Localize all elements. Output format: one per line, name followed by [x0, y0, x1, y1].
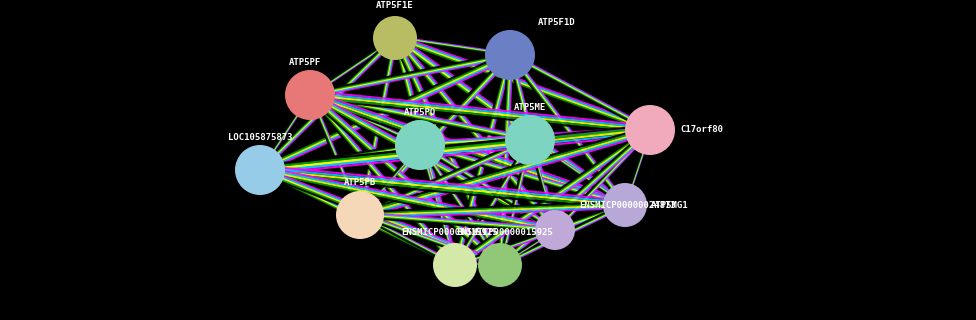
Text: C17orf80: C17orf80: [680, 125, 723, 134]
Circle shape: [485, 30, 535, 80]
Circle shape: [285, 70, 335, 120]
Text: ATP5PB: ATP5PB: [344, 178, 376, 187]
Text: ATP5MG1: ATP5MG1: [651, 201, 689, 210]
Text: LOC105875873: LOC105875873: [227, 133, 292, 142]
Circle shape: [505, 115, 555, 165]
Text: ATP5F1D: ATP5F1D: [538, 18, 576, 27]
Circle shape: [535, 210, 575, 250]
Circle shape: [373, 16, 417, 60]
Text: ATP5F1E: ATP5F1E: [376, 1, 414, 10]
Text: ENSMICP00000015925: ENSMICP00000015925: [402, 228, 499, 237]
Text: ATP5ME: ATP5ME: [514, 103, 547, 112]
Circle shape: [478, 243, 522, 287]
Text: ATP5PO: ATP5PO: [404, 108, 436, 117]
Text: ENSMICP00000015925: ENSMICP00000015925: [457, 228, 553, 237]
Circle shape: [395, 120, 445, 170]
Circle shape: [433, 243, 477, 287]
Text: ATP5PF: ATP5PF: [289, 58, 321, 67]
Circle shape: [603, 183, 647, 227]
Text: ENSMICP00000024873: ENSMICP00000024873: [579, 201, 675, 210]
Circle shape: [336, 191, 384, 239]
Circle shape: [625, 105, 675, 155]
Circle shape: [235, 145, 285, 195]
